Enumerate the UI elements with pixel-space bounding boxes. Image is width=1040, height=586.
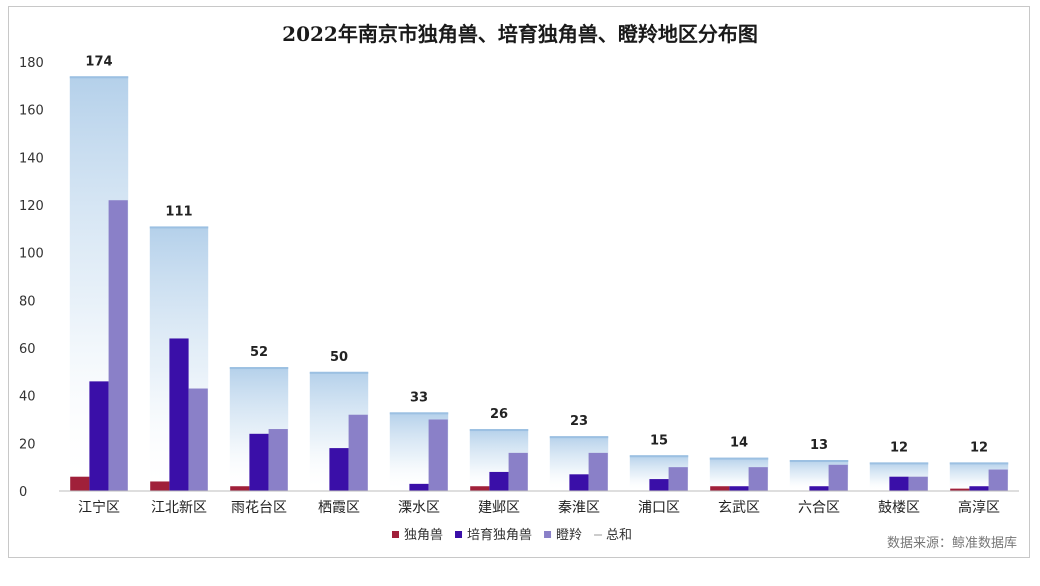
bar xyxy=(428,419,448,491)
total-bar-top xyxy=(149,226,209,229)
total-bars xyxy=(69,76,1009,492)
bar xyxy=(729,486,749,491)
total-bar-top xyxy=(549,436,609,439)
x-tick-label: 雨花台区 xyxy=(231,500,287,516)
bar xyxy=(569,474,589,491)
legend: 独角兽 培育独角兽 瞪羚 总和 xyxy=(392,527,632,543)
bar xyxy=(969,486,989,491)
bar xyxy=(668,467,688,491)
y-tick-label: 60 xyxy=(19,342,36,357)
bar-chart: 2022年南京市独角兽、培育独角兽、瞪羚地区分布图 0 20 40 60 80 100 12… xyxy=(19,22,1019,551)
x-tick-label: 秦淮区 xyxy=(558,500,600,516)
y-tick-label: 180 xyxy=(19,56,44,71)
y-tick-label: 0 xyxy=(19,485,27,500)
legend-swatch xyxy=(544,531,552,538)
bar xyxy=(70,476,90,491)
x-tick-label: 建邺区 xyxy=(478,500,520,516)
bar xyxy=(950,488,970,491)
y-tick-label: 80 xyxy=(19,294,36,309)
series-bars xyxy=(70,200,1008,491)
bar xyxy=(588,452,608,491)
bar xyxy=(150,481,170,491)
y-tick-label: 100 xyxy=(19,247,44,262)
total-value-label: 111 xyxy=(165,204,192,219)
bar xyxy=(230,486,250,491)
total-value-label: 33 xyxy=(410,390,428,405)
bar xyxy=(249,433,269,491)
bar xyxy=(409,483,429,491)
bar xyxy=(748,467,768,491)
bar xyxy=(348,414,368,491)
total-value-label: 50 xyxy=(330,350,348,365)
y-tick-label: 40 xyxy=(19,390,36,405)
total-value-label: 12 xyxy=(890,440,908,455)
total-bar-top xyxy=(949,462,1009,465)
legend-label: 瞪羚 xyxy=(556,528,582,543)
legend-label: 独角兽 xyxy=(404,528,443,543)
chart-title: 2022年南京市独角兽、培育独角兽、瞪羚地区分布图 xyxy=(282,22,758,46)
total-bar-top xyxy=(469,429,529,432)
bar xyxy=(988,469,1008,491)
y-tick-label: 160 xyxy=(19,104,44,119)
bar xyxy=(108,200,128,491)
legend-label: 培育独角兽 xyxy=(467,527,532,543)
total-bar-top xyxy=(69,76,129,79)
bar xyxy=(89,381,109,491)
x-axis: 江宁区 江北新区 雨花台区 栖霞区 溧水区 建邺区 秦淮区 浦口区 玄武区 六合区 鼓楼区 高淳区 xyxy=(78,499,1000,516)
total-value-label: 15 xyxy=(650,433,668,448)
y-tick-label: 120 xyxy=(19,199,44,214)
total-value-label: 14 xyxy=(730,436,748,451)
x-tick-label: 栖霞区 xyxy=(318,500,360,516)
total-bar-top xyxy=(629,455,689,458)
bar xyxy=(268,429,288,491)
total-bar-top xyxy=(229,367,289,370)
x-tick-label: 六合区 xyxy=(798,500,840,516)
total-value-label: 13 xyxy=(810,438,828,453)
bar xyxy=(889,476,909,491)
total-value-label: 12 xyxy=(970,440,988,455)
x-tick-label: 鼓楼区 xyxy=(878,500,920,516)
bar xyxy=(710,486,730,491)
legend-swatch xyxy=(455,531,463,538)
bar xyxy=(649,479,669,491)
x-tick-label: 江北新区 xyxy=(151,500,207,516)
total-value-label: 174 xyxy=(85,54,112,69)
total-labels: 174 111 52 50 33 26 23 15 14 13 12 12 xyxy=(85,54,988,455)
bar xyxy=(908,476,928,491)
legend-swatch xyxy=(392,531,399,538)
bar xyxy=(809,486,829,491)
bar xyxy=(508,452,528,491)
source-note: 数据来源：鲸准数据库 xyxy=(887,535,1017,551)
legend-label: 总和 xyxy=(606,528,632,543)
y-tick-label: 140 xyxy=(19,151,44,166)
x-tick-label: 江宁区 xyxy=(78,499,120,516)
x-tick-label: 高淳区 xyxy=(958,499,1000,516)
total-value-label: 23 xyxy=(570,414,588,429)
bar xyxy=(470,486,490,491)
y-tick-label: 20 xyxy=(19,437,36,452)
bar xyxy=(329,448,349,491)
total-value-label: 52 xyxy=(250,345,268,360)
total-bar-top xyxy=(309,371,369,374)
x-tick-label: 溧水区 xyxy=(398,500,440,516)
total-value-label: 26 xyxy=(490,407,508,422)
total-bar-top xyxy=(789,460,849,463)
x-tick-label: 玄武区 xyxy=(718,499,760,516)
total-bar-top xyxy=(709,457,769,460)
bar xyxy=(188,388,208,491)
bar xyxy=(169,338,189,491)
total-bar-top xyxy=(869,462,929,465)
chart-frame: 2022年南京市独角兽、培育独角兽、瞪羚地区分布图 0 20 40 60 80 100 12… xyxy=(8,6,1030,558)
y-axis: 0 20 40 60 80 100 120 140 160 180 xyxy=(19,56,44,500)
x-tick-label: 浦口区 xyxy=(638,500,680,516)
total-bar-top xyxy=(389,412,449,415)
bar xyxy=(489,471,509,491)
bar xyxy=(828,464,848,491)
